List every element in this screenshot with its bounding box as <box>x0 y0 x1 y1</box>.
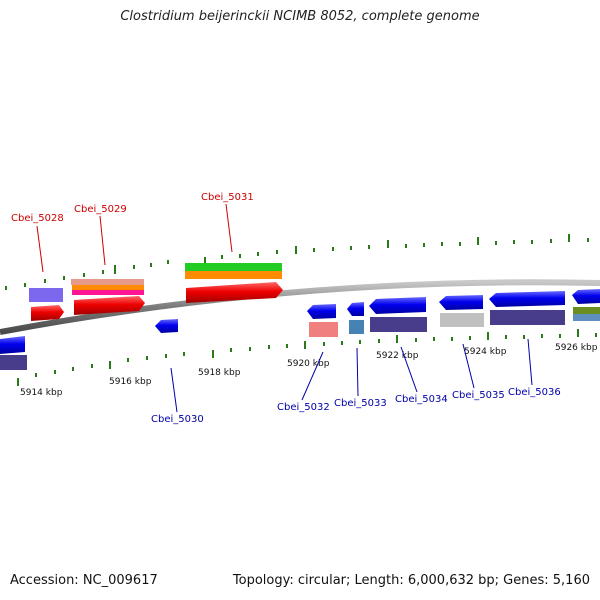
feature-track <box>370 317 427 332</box>
cds-arrow-forward <box>186 282 283 303</box>
tick-label: 5916 kbp <box>109 377 152 387</box>
gene-label-cbei-5036: Cbei_5036 <box>508 387 561 398</box>
tick-label: 5924 kbp <box>464 347 507 357</box>
gene-label-cbei-5029: Cbei_5029 <box>74 204 127 215</box>
feature-track <box>490 310 565 325</box>
feature-track <box>349 320 364 334</box>
cds-arrow-forward <box>74 296 145 315</box>
lower-tick-row <box>17 329 597 386</box>
tick-labels: 5914 kbp 5916 kbp 5918 kbp 5920 kbp 5922… <box>20 343 598 398</box>
map-title: Clostridium beijerinckii NCIMB 8052, com… <box>120 9 480 24</box>
topology-text: Topology: circular; Length: 6,000,632 bp… <box>232 573 590 588</box>
feature-track <box>309 322 338 337</box>
cds-arrow-reverse <box>572 289 600 304</box>
forward-features <box>29 263 283 321</box>
cds-arrow-reverse <box>307 304 336 319</box>
cds-arrow-reverse <box>155 319 178 333</box>
gene-labels: Cbei_5028 Cbei_5029 Cbei_5031 Cbei_5030 … <box>11 192 561 425</box>
cds-arrow-forward <box>31 305 64 321</box>
cds-arrow-reverse <box>439 295 483 310</box>
cds-arrow-reverse <box>0 336 25 354</box>
feature-track <box>71 279 144 285</box>
cds-arrow-reverse <box>347 302 364 316</box>
reverse-features <box>0 289 600 370</box>
tick-label: 5922 kbp <box>376 351 419 361</box>
gene-label-cbei-5030: Cbei_5030 <box>151 414 204 425</box>
cds-arrow-reverse <box>489 291 565 307</box>
feature-track <box>440 313 484 327</box>
feature-track <box>185 263 282 271</box>
gene-label-cbei-5032: Cbei_5032 <box>277 402 330 413</box>
tick-label: 5926 kbp <box>555 343 598 353</box>
accession-text: Accession: NC_009617 <box>10 573 158 588</box>
gene-label-cbei-5035: Cbei_5035 <box>452 390 505 401</box>
feature-track <box>0 355 27 370</box>
tick-label: 5914 kbp <box>20 388 63 398</box>
feature-track <box>72 285 144 290</box>
feature-track <box>573 314 600 321</box>
gene-label-cbei-5031: Cbei_5031 <box>201 192 254 203</box>
gene-label-cbei-5034: Cbei_5034 <box>395 394 448 405</box>
feature-track <box>72 290 144 295</box>
gene-label-cbei-5028: Cbei_5028 <box>11 213 64 224</box>
feature-track <box>29 288 63 302</box>
tick-label: 5920 kbp <box>287 359 330 369</box>
feature-track <box>573 307 600 314</box>
feature-track <box>185 271 282 279</box>
gene-label-cbei-5033: Cbei_5033 <box>334 398 387 409</box>
genome-backbone <box>0 279 600 335</box>
leader-lines <box>36 203 533 413</box>
tick-label: 5918 kbp <box>198 368 241 378</box>
cds-arrow-reverse <box>369 297 426 314</box>
